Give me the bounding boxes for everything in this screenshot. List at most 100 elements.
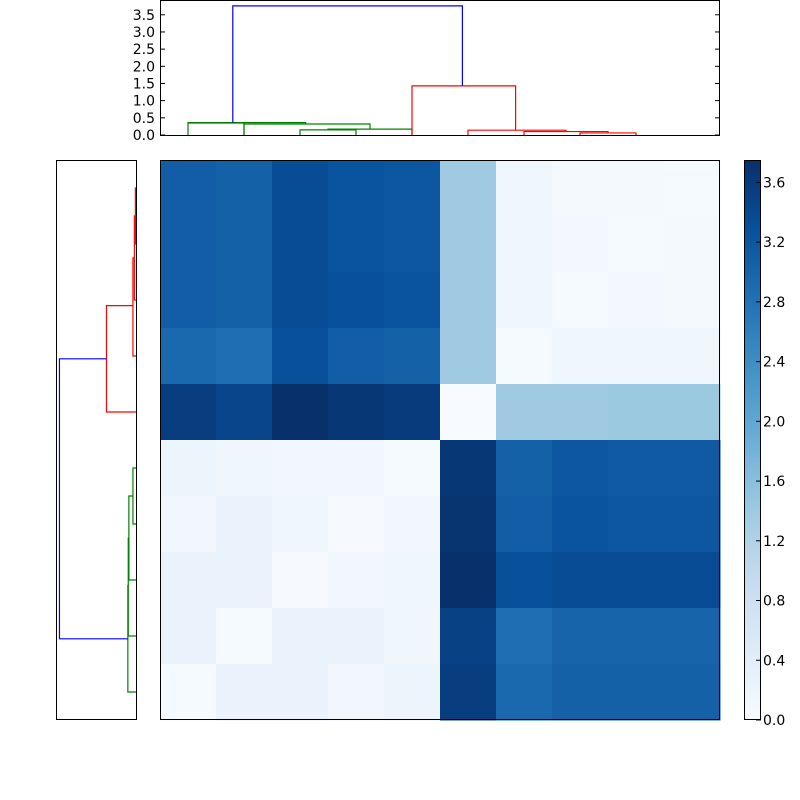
colorbar-tick-label: 2.4 (763, 355, 785, 371)
heatmap-cell (328, 272, 385, 329)
heatmap-cell (664, 496, 721, 553)
dendrogram-link (243, 123, 371, 135)
heatmap-cell (552, 664, 609, 721)
heatmap-cell (384, 496, 441, 553)
heatmap-cell (440, 272, 497, 329)
heatmap-cell (272, 440, 329, 497)
heatmap-cell (664, 608, 721, 665)
heatmap-cell (608, 496, 665, 553)
heatmap-cell (328, 664, 385, 721)
heatmap-cell (384, 440, 441, 497)
heatmap-cell (216, 496, 273, 553)
y-tick-label: 1.5 (133, 76, 155, 92)
heatmap-cell (160, 216, 217, 273)
heatmap-cell (328, 216, 385, 273)
top-dendrogram-frame (160, 0, 720, 136)
heatmap-frame (160, 160, 720, 720)
heatmap-cell (160, 496, 217, 553)
heatmap-cell (664, 216, 721, 273)
colorbar-tick-label: 0.4 (763, 653, 785, 669)
heatmap-cell (160, 552, 217, 609)
heatmap-cell (664, 272, 721, 329)
dendrogram-link (187, 122, 307, 125)
colorbar-tick-label: 3.2 (763, 235, 785, 251)
heatmap-cell (440, 440, 497, 497)
heatmap-cell (216, 552, 273, 609)
heatmap-cell (272, 608, 329, 665)
heatmap-cell (160, 608, 217, 665)
heatmap-cell (216, 608, 273, 665)
heatmap-cell (496, 160, 553, 217)
colorbar-tick-label: 0.0 (763, 713, 785, 729)
heatmap-cell (160, 160, 217, 217)
colorbar-ticks: 0.0 0.4 0.8 1.2 1.6 2.0 2.4 2.8 3.2 3.6 (756, 175, 785, 729)
heatmap-cell (608, 272, 665, 329)
heatmap-cell (272, 384, 329, 441)
heatmap-cell (664, 552, 721, 609)
heatmap-cell (384, 552, 441, 609)
dendrogram-link (232, 5, 463, 123)
dendrogram-link (467, 129, 567, 135)
heatmap-cell (328, 496, 385, 553)
heatmap-cell (496, 216, 553, 273)
left-dendrogram-frame (56, 160, 137, 720)
heatmap-cell (440, 384, 497, 441)
heatmap-cell (272, 328, 329, 385)
heatmap-cell (496, 664, 553, 721)
left-dendrogram (58, 187, 136, 693)
heatmap-cell (552, 608, 609, 665)
heatmap-cell (552, 496, 609, 553)
colorbar-tick-label: 2.0 (763, 414, 785, 430)
heatmap-cell (272, 552, 329, 609)
y-tick-label: 3.0 (133, 25, 155, 41)
heatmap-cell (384, 608, 441, 665)
heatmap-cell (328, 328, 385, 385)
top-dendrogram (187, 5, 637, 135)
heatmap-cell (496, 272, 553, 329)
heatmap-cell (496, 552, 553, 609)
heatmap-cell (384, 328, 441, 385)
dendrogram-link (105, 305, 136, 413)
heatmap-cell (440, 552, 497, 609)
dendrogram-link (187, 122, 245, 135)
heatmap-cell (608, 160, 665, 217)
heatmap-cell (160, 440, 217, 497)
heatmap-cell (160, 664, 217, 721)
dendrogram-link (132, 467, 136, 525)
colorbar-tick-label: 1.2 (763, 534, 785, 550)
heatmap-cell (216, 160, 273, 217)
heatmap-cell (216, 328, 273, 385)
heatmap-cell (664, 328, 721, 385)
heatmap-cell (328, 440, 385, 497)
heatmap-cell (608, 608, 665, 665)
heatmap-cell (272, 160, 329, 217)
heatmap-cell (272, 496, 329, 553)
colorbar (744, 160, 761, 720)
colorbar-tick-label: 1.6 (763, 474, 785, 490)
heatmap-cell (552, 552, 609, 609)
y-tick-label: 1.0 (133, 94, 155, 110)
heatmap-cell (216, 440, 273, 497)
heatmap-cell (440, 664, 497, 721)
heatmap-cell (608, 552, 665, 609)
heatmap-cell (496, 384, 553, 441)
y-tick-label: 0.0 (133, 128, 155, 144)
heatmap-cell (216, 216, 273, 273)
heatmap-cell (552, 328, 609, 385)
heatmap-cell (552, 440, 609, 497)
heatmap-cell (608, 328, 665, 385)
heatmap-cell (328, 608, 385, 665)
heatmap-cell (608, 440, 665, 497)
heatmap-cell (440, 328, 497, 385)
heatmap-cell (664, 664, 721, 721)
heatmap-cell (160, 272, 217, 329)
heatmap-cell (328, 160, 385, 217)
dendrogram-link (299, 129, 357, 135)
heatmap-cell (216, 664, 273, 721)
top-dendrogram-y-axis: 0.00.51.0 1.52.02.53.03.5 (133, 8, 720, 144)
heatmap-cell (160, 328, 217, 385)
heatmap-cell (272, 664, 329, 721)
dendrogram-link (132, 257, 136, 357)
dendrogram-link (411, 85, 517, 135)
heatmap-cell (384, 160, 441, 217)
